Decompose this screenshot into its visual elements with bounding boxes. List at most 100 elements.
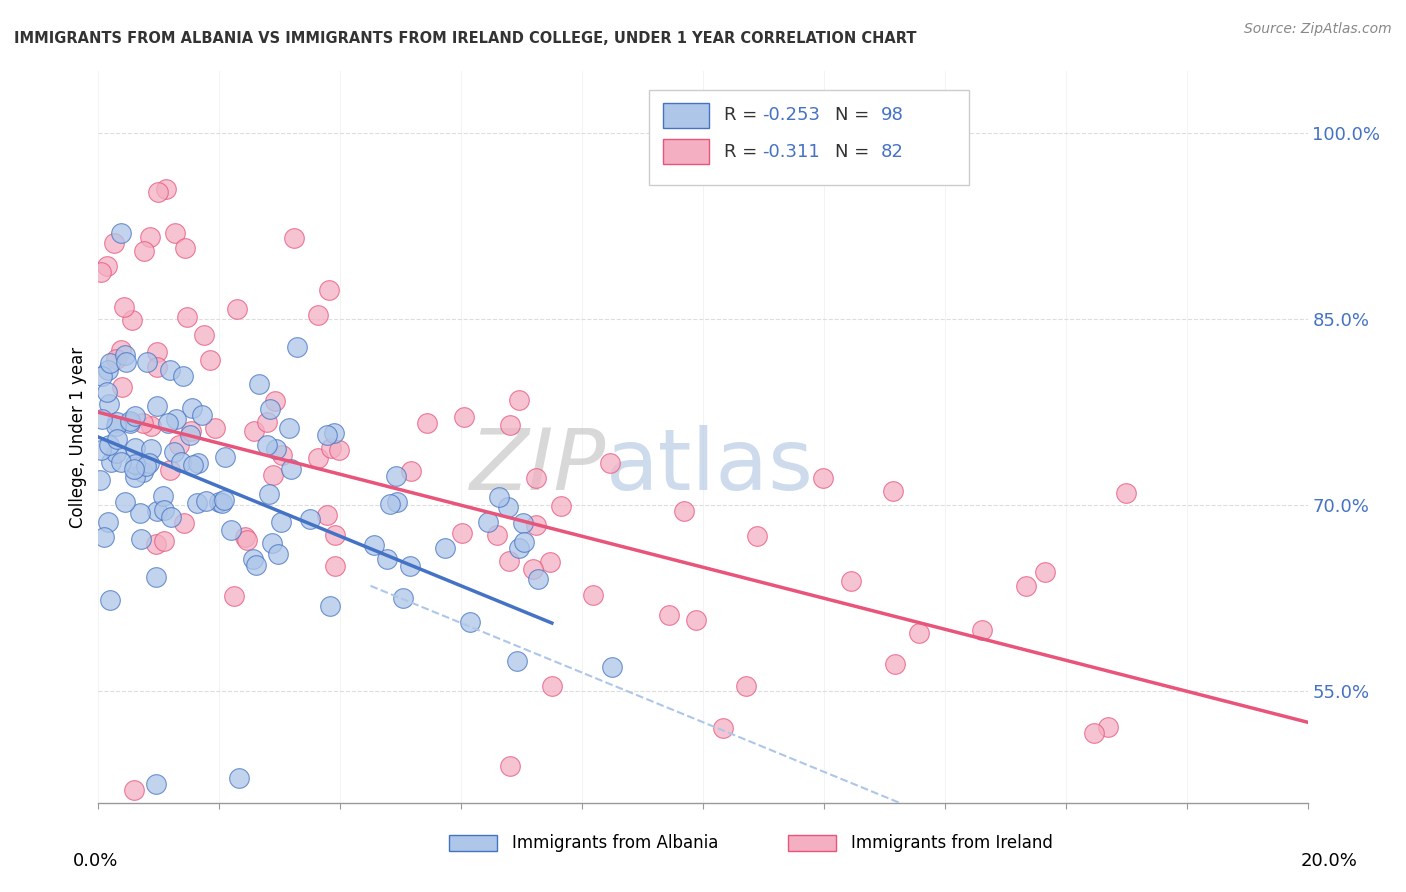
- Text: 0.0%: 0.0%: [73, 852, 118, 870]
- Point: [139, 419, 162, 434]
- Point: [319, 599, 342, 613]
- Point: [735, 680, 758, 694]
- Point: [98, 397, 121, 411]
- Point: [522, 562, 544, 576]
- Point: [496, 500, 519, 514]
- Point: [129, 533, 152, 547]
- Point: [363, 538, 385, 552]
- Point: [486, 528, 509, 542]
- Point: [97, 516, 120, 530]
- Text: -0.253: -0.253: [762, 106, 820, 124]
- Point: [146, 400, 169, 414]
- Point: [214, 493, 236, 508]
- Point: [155, 182, 177, 196]
- Point: [399, 559, 422, 574]
- Point: [582, 588, 605, 602]
- Point: [243, 424, 266, 438]
- Point: [315, 427, 337, 442]
- Point: [128, 506, 150, 520]
- Point: [550, 499, 572, 513]
- Point: [214, 450, 236, 464]
- Point: [211, 495, 233, 509]
- Point: [110, 343, 132, 357]
- Point: [173, 516, 195, 530]
- Point: [278, 420, 301, 434]
- Point: [883, 657, 905, 672]
- Point: [602, 660, 624, 674]
- Point: [673, 504, 696, 518]
- Point: [264, 442, 287, 456]
- Point: [180, 401, 202, 415]
- Point: [242, 552, 264, 566]
- Point: [105, 432, 128, 446]
- Point: [153, 534, 176, 549]
- Point: [204, 421, 226, 435]
- Point: [257, 486, 280, 500]
- Point: [392, 591, 415, 606]
- Point: [271, 448, 294, 462]
- Point: [124, 441, 146, 455]
- Point: [122, 461, 145, 475]
- Point: [105, 352, 128, 367]
- Text: N =: N =: [835, 106, 875, 124]
- Point: [187, 456, 209, 470]
- Point: [105, 415, 128, 429]
- Point: [181, 458, 204, 472]
- Point: [145, 537, 167, 551]
- Point: [839, 574, 862, 589]
- Point: [159, 463, 181, 477]
- Point: [97, 363, 120, 377]
- Point: [165, 412, 187, 426]
- Point: [93, 530, 115, 544]
- Text: Immigrants from Ireland: Immigrants from Ireland: [851, 834, 1053, 852]
- Point: [124, 457, 146, 471]
- Point: [156, 417, 179, 431]
- Point: [328, 442, 350, 457]
- Text: 20.0%: 20.0%: [1301, 852, 1357, 870]
- Point: [434, 541, 457, 555]
- FancyBboxPatch shape: [648, 90, 969, 185]
- Point: [96, 385, 118, 400]
- Point: [146, 344, 169, 359]
- Text: Immigrants from Albania: Immigrants from Albania: [512, 834, 718, 852]
- Point: [186, 496, 208, 510]
- Text: atlas: atlas: [606, 425, 814, 508]
- Point: [103, 235, 125, 250]
- Point: [256, 438, 278, 452]
- Text: 82: 82: [880, 143, 904, 161]
- FancyBboxPatch shape: [664, 139, 709, 164]
- Point: [138, 456, 160, 470]
- Point: [162, 445, 184, 459]
- Y-axis label: College, Under 1 year: College, Under 1 year: [69, 346, 87, 528]
- Point: [1097, 720, 1119, 734]
- Point: [145, 777, 167, 791]
- Point: [658, 607, 681, 622]
- Point: [323, 426, 346, 441]
- Point: [488, 490, 510, 504]
- Point: [208, 495, 231, 509]
- Text: R =: R =: [724, 106, 762, 124]
- Point: [132, 416, 155, 430]
- Point: [124, 470, 146, 484]
- Point: [90, 369, 112, 384]
- Point: [219, 523, 242, 537]
- Point: [508, 541, 530, 555]
- Point: [685, 613, 707, 627]
- Point: [236, 533, 259, 547]
- Point: [90, 265, 112, 279]
- Point: [453, 409, 475, 424]
- Point: [226, 302, 249, 317]
- FancyBboxPatch shape: [787, 835, 837, 851]
- Point: [508, 392, 530, 407]
- Point: [118, 414, 141, 428]
- Point: [245, 558, 267, 572]
- Point: [513, 535, 536, 549]
- Point: [1015, 579, 1038, 593]
- Point: [131, 465, 153, 479]
- Point: [174, 241, 197, 255]
- Point: [96, 259, 118, 273]
- Point: [450, 526, 472, 541]
- Point: [259, 401, 281, 416]
- FancyBboxPatch shape: [449, 835, 498, 851]
- Point: [146, 186, 169, 200]
